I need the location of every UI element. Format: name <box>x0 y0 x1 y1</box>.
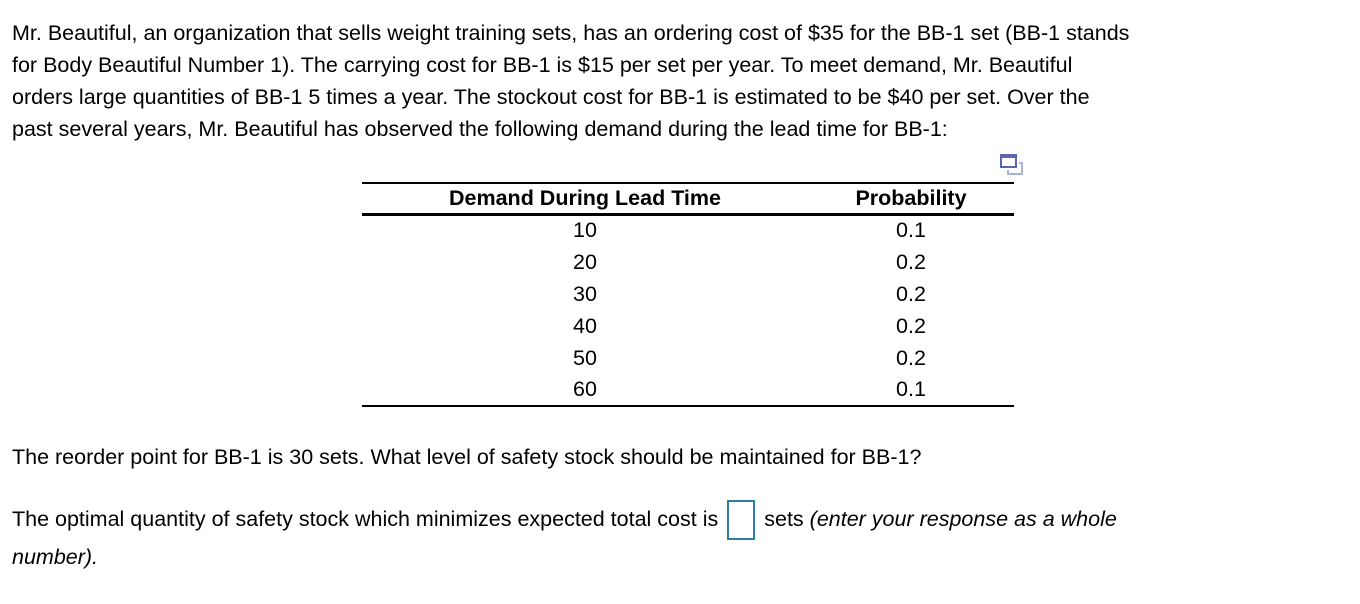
table-row: 30 0.2 <box>362 278 1014 310</box>
demand-cell: 10 <box>573 218 597 243</box>
problem-text-line: orders large quantities of BB-1 5 times … <box>12 85 1090 109</box>
probability-cell: 0.2 <box>896 345 926 370</box>
answer-unit-label: sets <box>764 507 804 531</box>
problem-text-line: for Body Beautiful Number 1). The carryi… <box>12 53 1073 77</box>
table-header-row: Demand During Lead Time Probability <box>362 183 1014 214</box>
problem-text-line: Mr. Beautiful, an organization that sell… <box>12 21 1130 45</box>
table-row: 20 0.2 <box>362 246 1014 278</box>
table-row: 40 0.2 <box>362 310 1014 342</box>
column-header-probability: Probability <box>855 185 967 210</box>
popout-front-window-icon <box>1000 154 1017 168</box>
answer-sentence: The optimal quantity of safety stock whi… <box>12 497 1117 573</box>
demand-cell: 40 <box>573 313 597 338</box>
probability-cell: 0.2 <box>896 313 926 338</box>
answer-input[interactable] <box>727 500 756 541</box>
problem-statement: Mr. Beautiful, an organization that sell… <box>12 17 1129 145</box>
answer-note-line1: (enter your response as a whole <box>809 507 1117 531</box>
problem-text-line: past several years, Mr. Beautiful has ob… <box>12 117 948 141</box>
column-header-demand: Demand During Lead Time <box>449 185 721 210</box>
answer-prefix-text: The optimal quantity of safety stock whi… <box>12 507 719 531</box>
probability-cell: 0.1 <box>896 377 926 401</box>
probability-cell: 0.1 <box>896 218 926 243</box>
demand-cell: 50 <box>573 345 597 370</box>
reorder-question-text: The reorder point for BB-1 is 30 sets. W… <box>12 445 922 469</box>
probability-cell: 0.2 <box>896 281 926 306</box>
demand-probability-table: Demand During Lead Time Probability 10 0… <box>362 182 1014 407</box>
answer-note-line2: number). <box>12 545 99 569</box>
table-popout-icon[interactable] <box>1000 154 1023 176</box>
demand-cell: 30 <box>573 281 597 306</box>
probability-cell: 0.2 <box>896 249 926 274</box>
demand-cell: 20 <box>573 249 597 274</box>
table-row: 60 0.1 <box>362 374 1014 406</box>
table-row: 50 0.2 <box>362 342 1014 374</box>
demand-cell: 60 <box>573 377 597 401</box>
table-row: 10 0.1 <box>362 214 1014 246</box>
